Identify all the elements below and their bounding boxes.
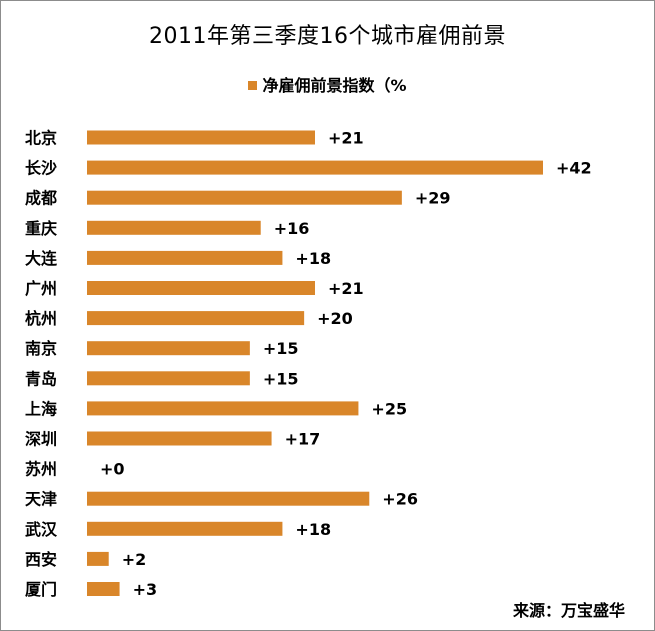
data-label: +25 bbox=[371, 399, 407, 418]
legend-swatch bbox=[248, 81, 258, 90]
category-label: 南京 bbox=[25, 339, 57, 358]
category-label: 广州 bbox=[25, 279, 57, 298]
source-note: 来源：万宝盛华 bbox=[512, 601, 625, 620]
data-label: +17 bbox=[285, 430, 321, 449]
bar bbox=[87, 250, 283, 265]
data-label: +18 bbox=[295, 520, 331, 539]
bar bbox=[87, 371, 250, 386]
bar bbox=[87, 341, 250, 356]
data-label: +15 bbox=[263, 369, 299, 388]
bar bbox=[87, 311, 305, 326]
data-label: +42 bbox=[556, 159, 592, 178]
bar bbox=[87, 281, 315, 295]
data-label: +0 bbox=[100, 460, 125, 479]
bar bbox=[87, 160, 543, 175]
data-label: +15 bbox=[263, 339, 299, 358]
category-label: 杭州 bbox=[25, 309, 57, 328]
data-label: +3 bbox=[133, 580, 158, 599]
bar bbox=[87, 130, 315, 145]
bar bbox=[87, 220, 261, 235]
data-label: +26 bbox=[382, 490, 418, 509]
data-label: +20 bbox=[317, 309, 353, 328]
category-label: 上海 bbox=[25, 399, 57, 418]
bar bbox=[87, 431, 272, 446]
data-label: +16 bbox=[274, 219, 310, 238]
chart-legend: 净雇佣前景指数（% bbox=[0, 72, 655, 96]
category-label: 苏州 bbox=[25, 460, 57, 479]
data-label: +2 bbox=[122, 550, 147, 569]
bar bbox=[87, 190, 402, 205]
chart-title: 2011年第三季度16个城市雇佣前景 bbox=[149, 24, 506, 49]
category-label: 北京 bbox=[25, 129, 57, 148]
category-label: 长沙 bbox=[25, 159, 57, 178]
category-label: 成都 bbox=[25, 189, 57, 208]
category-label: 重庆 bbox=[25, 219, 57, 238]
data-label: +29 bbox=[415, 189, 451, 208]
category-label: 武汉 bbox=[25, 520, 58, 539]
bar bbox=[87, 551, 109, 566]
category-label: 天津 bbox=[25, 490, 57, 509]
bar bbox=[87, 401, 359, 416]
category-label: 青岛 bbox=[25, 369, 57, 388]
bar bbox=[87, 521, 283, 536]
category-label: 厦门 bbox=[25, 580, 57, 599]
bar bbox=[87, 582, 120, 596]
bar bbox=[87, 491, 370, 506]
data-label: +18 bbox=[295, 249, 331, 268]
category-label: 大连 bbox=[25, 249, 58, 268]
data-label: +21 bbox=[328, 129, 364, 148]
data-label: +21 bbox=[328, 279, 364, 298]
category-label: 深圳 bbox=[25, 430, 57, 449]
legend-label: 净雇佣前景指数（% bbox=[262, 76, 407, 95]
category-label: 西安 bbox=[25, 550, 57, 569]
